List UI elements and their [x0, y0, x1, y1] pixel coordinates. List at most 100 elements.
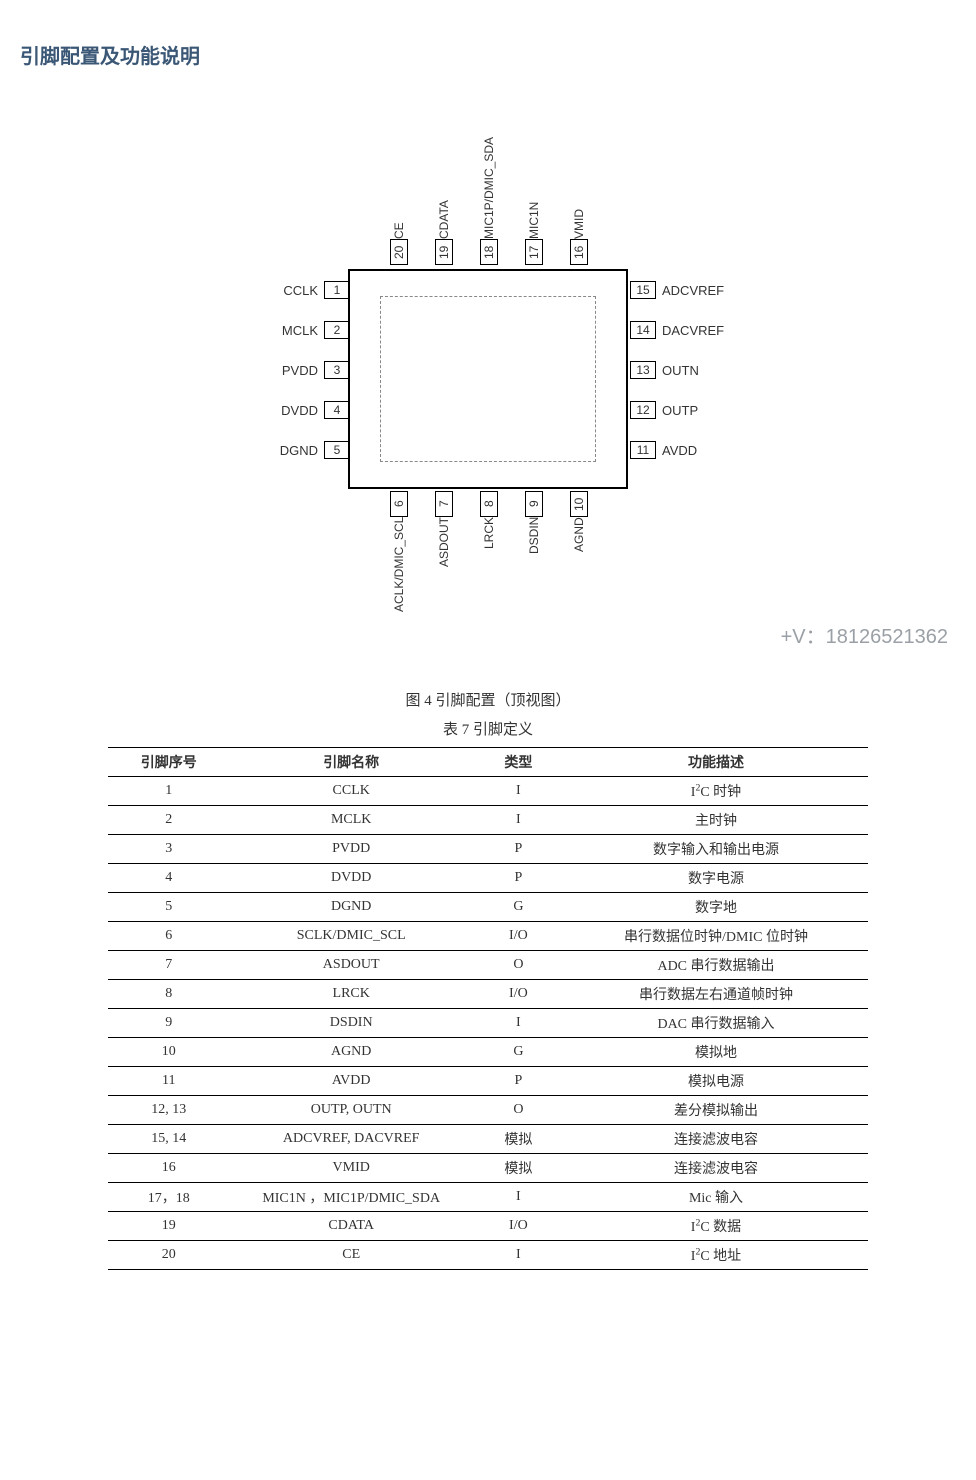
pin-number: 5	[324, 441, 350, 459]
table-cell: DAC 串行数据输入	[564, 1009, 868, 1038]
table-cell: 3	[108, 835, 230, 864]
table-cell: DVDD	[230, 864, 473, 893]
watermark-text: +V：18126521362	[781, 620, 948, 649]
pin-top-17: MIC1N17	[523, 99, 545, 265]
table-cell: 模拟地	[564, 1038, 868, 1067]
pin-label: LRCK	[482, 517, 496, 657]
pin-left-5: DGND 5	[258, 439, 350, 461]
pin-label: DGND	[258, 443, 318, 458]
table-cell: G	[473, 893, 564, 922]
pin-number: 12	[630, 401, 656, 419]
table-cell: OUTP, OUTN	[230, 1096, 473, 1125]
pin-label: OUTP	[662, 403, 752, 418]
table-cell: G	[473, 1038, 564, 1067]
pin-number: 13	[630, 361, 656, 379]
figure-caption: 图 4 引脚配置（顶视图）	[20, 689, 956, 710]
table-cell: DGND	[230, 893, 473, 922]
table-header-row: 引脚序号 引脚名称 类型 功能描述	[108, 748, 868, 777]
pin-number: 18	[480, 239, 498, 265]
table-cell: LRCK	[230, 980, 473, 1009]
table-cell: AVDD	[230, 1067, 473, 1096]
table-cell: AGND	[230, 1038, 473, 1067]
table-cell: 9	[108, 1009, 230, 1038]
pin-definition-table: 引脚序号 引脚名称 类型 功能描述 1CCLKII2C 时钟2MCLKI主时钟3…	[108, 747, 868, 1270]
table-cell: 10	[108, 1038, 230, 1067]
pin-label: OUTN	[662, 363, 752, 378]
table-caption: 表 7 引脚定义	[20, 718, 956, 739]
pin-label: DACVREF	[662, 323, 752, 338]
table-row: 17，18MIC1N ，MIC1P/DMIC_SDAIMic 输入	[108, 1183, 868, 1212]
pin-number: 20	[390, 239, 408, 265]
th-pin-type: 类型	[473, 748, 564, 777]
pin-number: 3	[324, 361, 350, 379]
table-cell: I	[473, 1241, 564, 1270]
table-cell: 连接滤波电容	[564, 1125, 868, 1154]
table-row: 19CDATAI/OI2C 数据	[108, 1212, 868, 1241]
pin-number: 8	[480, 491, 498, 517]
table-cell: 模拟电源	[564, 1067, 868, 1096]
pin-number: 11	[630, 441, 656, 459]
table-cell: 17，18	[108, 1183, 230, 1212]
table-cell: I	[473, 1009, 564, 1038]
table-cell: MIC1N ，MIC1P/DMIC_SDA	[230, 1183, 473, 1212]
pin-number: 6	[390, 491, 408, 517]
table-cell: 8	[108, 980, 230, 1009]
table-cell: 5	[108, 893, 230, 922]
table-cell: 15, 14	[108, 1125, 230, 1154]
table-cell: I/O	[473, 922, 564, 951]
pin-number: 16	[570, 239, 588, 265]
pin-label: AGND	[572, 517, 586, 657]
page-title: 引脚配置及功能说明	[20, 40, 956, 69]
table-cell: MCLK	[230, 806, 473, 835]
pin-right-11: 11 AVDD	[630, 439, 752, 461]
pin-bottom-8: 8LRCK	[478, 491, 500, 657]
table-row: 6SCLK/DMIC_SCLI/O串行数据位时钟/DMIC 位时钟	[108, 922, 868, 951]
table-cell: 20	[108, 1241, 230, 1270]
pin-diagram: CCLK1 MCLK2 PVDD3 DVDD4 DGND5 15ADCVREF …	[188, 99, 788, 679]
th-pin-name: 引脚名称	[230, 748, 473, 777]
table-cell: O	[473, 1096, 564, 1125]
table-cell: PVDD	[230, 835, 473, 864]
table-cell: I/O	[473, 980, 564, 1009]
pin-label: MCLK	[258, 323, 318, 338]
pin-label: AVDD	[662, 443, 752, 458]
pin-number: 4	[324, 401, 350, 419]
pin-number: 1	[324, 281, 350, 299]
pin-right-13: 13 OUTN	[630, 359, 752, 381]
pin-label: DSDIN	[527, 517, 541, 657]
table-row: 10AGNDG模拟地	[108, 1038, 868, 1067]
table-cell: 串行数据左右通道帧时钟	[564, 980, 868, 1009]
table-cell: 连接滤波电容	[564, 1154, 868, 1183]
table-cell: O	[473, 951, 564, 980]
table-cell: 7	[108, 951, 230, 980]
table-cell: I2C 时钟	[564, 777, 868, 806]
table-cell: 主时钟	[564, 806, 868, 835]
table-cell: ADCVREF, DACVREF	[230, 1125, 473, 1154]
pin-number: 19	[435, 239, 453, 265]
table-cell: 4	[108, 864, 230, 893]
pin-right-15: 15ADCVREF	[630, 279, 752, 301]
pin-top-19: CDATA19	[433, 99, 455, 265]
pin-top-18: MIC1P/DMIC_SDA18	[478, 99, 500, 265]
pin-label: PVDD	[258, 363, 318, 378]
pin-label: ADCVREF	[662, 283, 752, 298]
table-row: 9DSDINIDAC 串行数据输入	[108, 1009, 868, 1038]
pin-label: ASDOUT	[437, 517, 451, 657]
table-cell: 6	[108, 922, 230, 951]
table-cell: 差分模拟输出	[564, 1096, 868, 1125]
table-row: 4DVDDP数字电源	[108, 864, 868, 893]
table-cell: I2C 地址	[564, 1241, 868, 1270]
pin-diagram-wrap: CCLK1 MCLK2 PVDD3 DVDD4 DGND5 15ADCVREF …	[20, 99, 956, 679]
table-row: 2MCLKI主时钟	[108, 806, 868, 835]
table-cell: 11	[108, 1067, 230, 1096]
pin-number: 7	[435, 491, 453, 517]
pin-bottom-10: 10AGND	[568, 491, 590, 657]
table-cell: 16	[108, 1154, 230, 1183]
table-cell: 2	[108, 806, 230, 835]
table-cell: VMID	[230, 1154, 473, 1183]
pin-number: 10	[570, 491, 588, 517]
table-cell: DSDIN	[230, 1009, 473, 1038]
table-row: 20CEII2C 地址	[108, 1241, 868, 1270]
table-cell: I	[473, 777, 564, 806]
table-cell: CCLK	[230, 777, 473, 806]
